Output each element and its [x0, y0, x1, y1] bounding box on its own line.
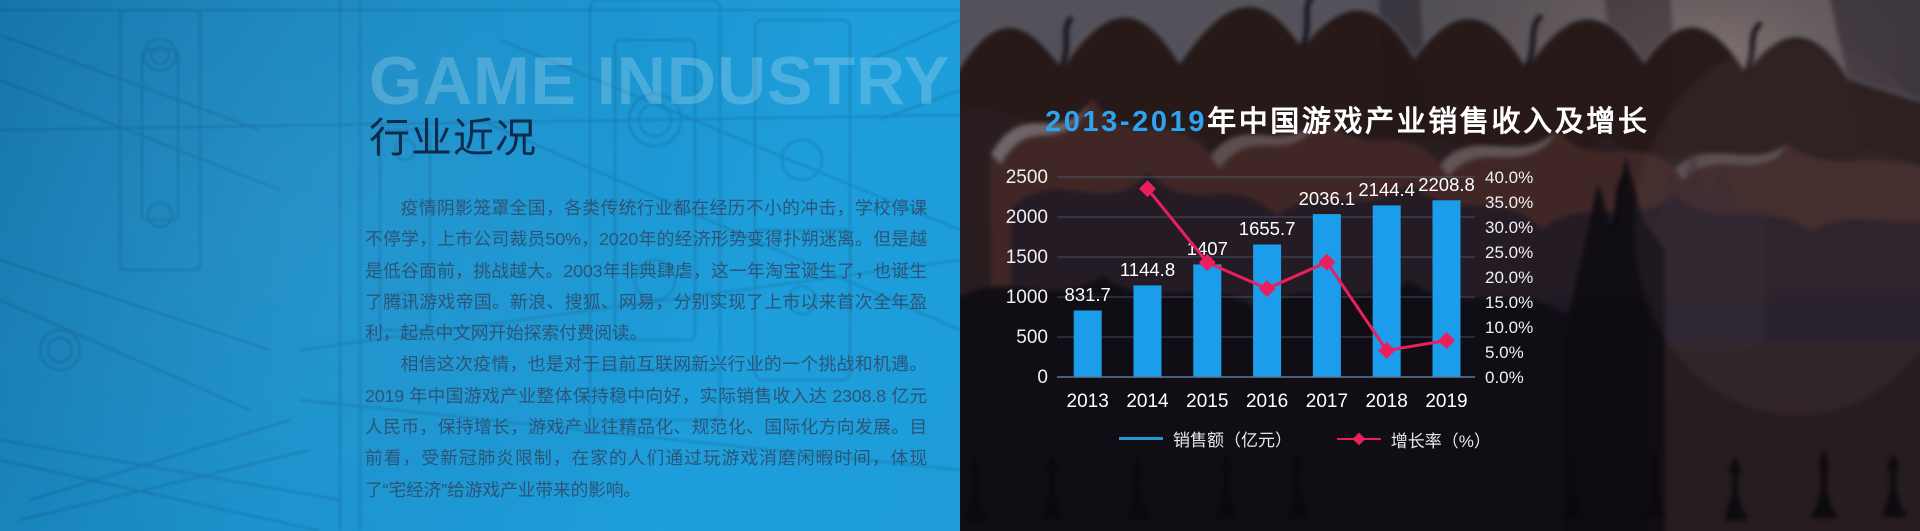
svg-text:40.0%: 40.0%: [1485, 168, 1533, 187]
svg-text:20.0%: 20.0%: [1485, 268, 1533, 287]
svg-text:15.0%: 15.0%: [1485, 293, 1533, 312]
svg-text:2036.1: 2036.1: [1299, 188, 1356, 209]
svg-text:1144.8: 1144.8: [1120, 259, 1175, 280]
svg-text:0.0%: 0.0%: [1485, 368, 1524, 387]
svg-text:1655.7: 1655.7: [1239, 218, 1296, 239]
svg-text:2144.4: 2144.4: [1358, 179, 1415, 200]
svg-text:10.0%: 10.0%: [1485, 318, 1533, 337]
svg-text:2015: 2015: [1186, 391, 1228, 412]
svg-text:0: 0: [1037, 367, 1048, 388]
svg-text:1000: 1000: [1006, 287, 1048, 308]
svg-text:2018: 2018: [1366, 391, 1408, 412]
svg-text:30.0%: 30.0%: [1485, 218, 1533, 237]
svg-text:2013: 2013: [1067, 391, 1109, 412]
svg-text:831.7: 831.7: [1065, 284, 1111, 305]
svg-text:2016: 2016: [1246, 391, 1288, 412]
svg-text:2017: 2017: [1306, 391, 1348, 412]
svg-text:2014: 2014: [1126, 391, 1169, 412]
svg-text:25.0%: 25.0%: [1485, 243, 1533, 262]
svg-text:35.0%: 35.0%: [1485, 193, 1533, 212]
svg-text:2208.8: 2208.8: [1418, 174, 1475, 195]
svg-text:2000: 2000: [1006, 207, 1048, 228]
svg-text:5.0%: 5.0%: [1485, 343, 1524, 362]
svg-text:2500: 2500: [1006, 167, 1048, 188]
svg-text:500: 500: [1016, 327, 1048, 348]
svg-text:2019: 2019: [1425, 391, 1467, 412]
svg-text:1500: 1500: [1006, 247, 1048, 268]
